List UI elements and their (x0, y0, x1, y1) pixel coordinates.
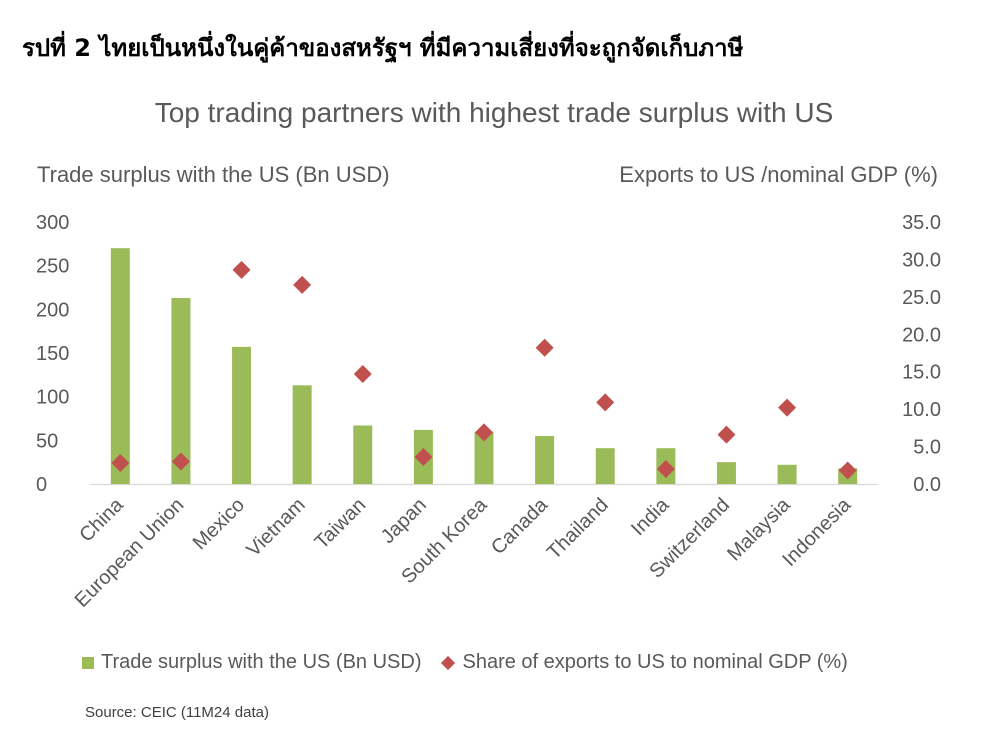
legend-scatter-label: Share of exports to US to nominal GDP (%… (462, 651, 848, 673)
left-axis-tick-label: 200 (36, 299, 69, 321)
legend-diamond-marker (441, 655, 456, 670)
right-axis-tick-label: 30.0 (902, 249, 941, 271)
chart-legend: Trade surplus with the US (Bn USD) Share… (82, 651, 848, 674)
category-label: India (627, 493, 674, 540)
bar-4 (353, 425, 373, 484)
legend-bar-swatch (82, 656, 94, 669)
marker-10 (717, 425, 736, 444)
left-axis-tick-label: 100 (36, 387, 69, 409)
bar-8 (595, 448, 615, 484)
bar-11 (777, 464, 797, 484)
marker-11 (778, 398, 797, 417)
marker-9 (656, 460, 675, 479)
figure-heading: รปที่ 2 ไทยเป็นหนึ่งในคู่ค้าของสหรัฐฯ ที… (22, 34, 744, 62)
marker-6 (475, 423, 493, 442)
left-axis-tick-label: 250 (36, 256, 69, 278)
category-label: European Union (71, 494, 189, 612)
category-label: Taiwan (311, 494, 371, 554)
category-label: Japan (377, 494, 431, 548)
marker-3 (293, 275, 312, 294)
left-axis-tick-label: 150 (36, 343, 69, 365)
right-axis-tick-label: 5.0 (913, 437, 941, 459)
category-label: Vietnam (243, 494, 310, 561)
right-axis-tick-label: 35.0 (902, 212, 941, 234)
bar-6 (474, 431, 494, 484)
marker-5 (414, 448, 433, 467)
right-axis-tick-label: 15.0 (902, 362, 941, 384)
bar-2 (232, 346, 252, 484)
left-axis-title: Trade surplus with the US (Bn USD) (37, 162, 390, 187)
bar-1 (171, 297, 191, 484)
bar-7 (535, 435, 555, 484)
marker-8 (596, 393, 615, 412)
marker-12 (838, 461, 857, 480)
marker-2 (232, 260, 251, 279)
source-note: Source: CEIC (11M24 data) (85, 704, 269, 721)
bar-10 (716, 462, 736, 484)
right-axis-tick-label: 0.0 (913, 474, 941, 496)
marker-0 (111, 454, 130, 473)
left-axis-tick-label: 300 (36, 212, 69, 234)
marker-4 (353, 364, 372, 383)
marker-7 (535, 338, 554, 357)
bar-3 (292, 385, 312, 484)
chart-title: Top trading partners with highest trade … (154, 97, 834, 128)
left-axis-tick-label: 0 (36, 474, 47, 496)
category-label: China (75, 493, 128, 546)
left-axis-tick-label: 50 (36, 430, 58, 452)
right-axis-tick-label: 25.0 (902, 287, 941, 309)
category-label: Mexico (189, 494, 249, 554)
right-axis-tick-label: 20.0 (902, 324, 941, 346)
bar-0 (110, 248, 130, 484)
marker-1 (171, 452, 190, 471)
right-axis-tick-label: 10.0 (902, 399, 941, 421)
category-label: Thailand (543, 494, 613, 564)
legend-bar-label: Trade surplus with the US (Bn USD) (101, 651, 422, 673)
right-axis-title: Exports to US /nominal GDP (%) (619, 162, 938, 187)
